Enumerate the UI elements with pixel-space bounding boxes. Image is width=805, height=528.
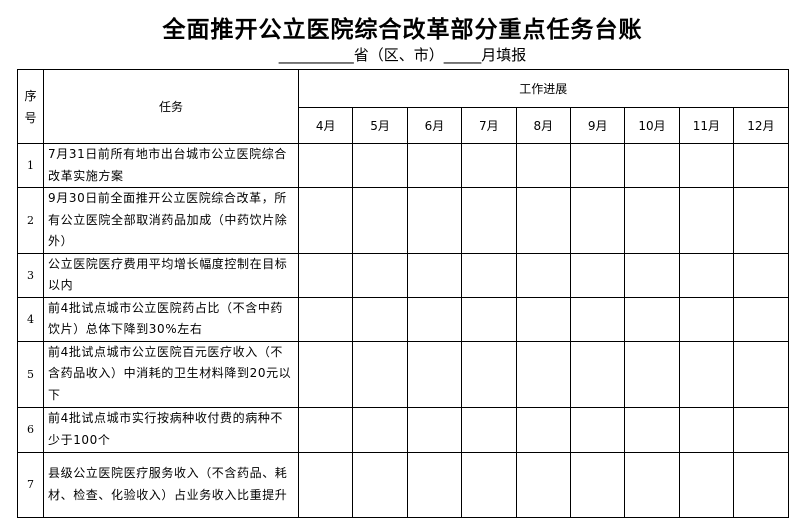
progress-cell[interactable]: [569, 296, 626, 342]
progress-cell[interactable]: [678, 406, 735, 453]
task-text: 前4批试点城市公立医院药占比（不含中药饮片）总体下降到30%左右: [43, 296, 299, 342]
header-no: 序号: [17, 69, 44, 144]
progress-cell[interactable]: [406, 340, 463, 408]
table-row: 5 前4批试点城市公立医院百元医疗收入（不含药品收入）中消耗的卫生材料降到20元以…: [17, 340, 789, 408]
progress-cell[interactable]: [297, 187, 354, 254]
progress-cell[interactable]: [461, 252, 517, 298]
progress-cell[interactable]: [461, 406, 517, 453]
progress-cell[interactable]: [461, 296, 517, 342]
header-month: 9月: [569, 107, 626, 144]
progress-cell[interactable]: [461, 340, 517, 408]
progress-cell[interactable]: [569, 451, 626, 518]
table-row: 7 县级公立医院医疗服务收入（不含药品、耗材、检查、化验收入）占业务收入比重提升: [17, 451, 789, 518]
progress-cell[interactable]: [461, 143, 517, 188]
header-month: 11月: [678, 107, 735, 144]
progress-cell[interactable]: [569, 187, 626, 254]
progress-cell[interactable]: [678, 252, 735, 298]
progress-cell[interactable]: [678, 451, 735, 518]
header-month: 8月: [515, 107, 571, 144]
progress-cell[interactable]: [569, 406, 626, 453]
progress-cell[interactable]: [624, 451, 680, 518]
progress-cell[interactable]: [515, 143, 571, 188]
progress-cell[interactable]: [624, 406, 680, 453]
header-month: 6月: [406, 107, 463, 144]
row-number: 6: [17, 406, 44, 453]
progress-cell[interactable]: [352, 252, 408, 298]
document-title: 全面推开公立医院综合改革部分重点任务台账: [162, 17, 643, 43]
table-row: 3 公立医院医疗费用平均增长幅度控制在目标以内: [17, 252, 789, 298]
progress-cell[interactable]: [352, 296, 408, 342]
header-month: 7月: [461, 107, 517, 144]
progress-cell[interactable]: [569, 340, 626, 408]
progress-cell[interactable]: [624, 143, 680, 188]
progress-cell[interactable]: [678, 340, 735, 408]
progress-cell[interactable]: [733, 187, 789, 254]
progress-cell[interactable]: [624, 187, 680, 254]
row-number: 3: [17, 252, 44, 298]
progress-cell[interactable]: [515, 451, 571, 518]
progress-cell[interactable]: [352, 340, 408, 408]
progress-cell[interactable]: [461, 187, 517, 254]
progress-cell[interactable]: [297, 406, 354, 453]
table-row: 4 前4批试点城市公立医院药占比（不含中药饮片）总体下降到30%左右: [17, 296, 789, 342]
row-number: 4: [17, 296, 44, 342]
progress-cell[interactable]: [297, 340, 354, 408]
header-month: 10月: [624, 107, 680, 144]
progress-cell[interactable]: [406, 143, 463, 188]
progress-cell[interactable]: [406, 451, 463, 518]
task-text: 前4批试点城市公立医院百元医疗收入（不含药品收入）中消耗的卫生材料降到20元以下: [43, 340, 299, 408]
table-row: 2 9月30日前全面推开公立医院综合改革，所有公立医院全部取消药品加成（中药饮片除…: [17, 187, 789, 254]
progress-cell[interactable]: [515, 406, 571, 453]
header-month: 5月: [352, 107, 408, 144]
progress-cell[interactable]: [678, 296, 735, 342]
progress-cell[interactable]: [406, 406, 463, 453]
progress-cell[interactable]: [733, 252, 789, 298]
row-number: 7: [17, 451, 44, 518]
progress-cell[interactable]: [515, 187, 571, 254]
progress-cell[interactable]: [352, 406, 408, 453]
progress-cell[interactable]: [515, 340, 571, 408]
progress-cell[interactable]: [733, 143, 789, 188]
table-row: 1 7月31日前所有地市出台城市公立医院综合改革实施方案: [17, 143, 789, 188]
progress-cell[interactable]: [352, 187, 408, 254]
document-subtitle: __________省（区、市）_____月填报: [278, 46, 527, 64]
progress-cell[interactable]: [733, 296, 789, 342]
header-month: 4月: [297, 107, 354, 144]
task-text: 7月31日前所有地市出台城市公立医院综合改革实施方案: [43, 143, 299, 188]
progress-cell[interactable]: [733, 406, 789, 453]
progress-cell[interactable]: [515, 296, 571, 342]
progress-cell[interactable]: [678, 187, 735, 254]
progress-cell[interactable]: [569, 252, 626, 298]
progress-cell[interactable]: [297, 252, 354, 298]
progress-cell[interactable]: [733, 451, 789, 518]
progress-cell[interactable]: [733, 340, 789, 408]
header-progress: 工作进展: [298, 69, 789, 108]
progress-cell[interactable]: [297, 143, 354, 188]
table-row: 6 前4批试点城市实行按病种收付费的病种不少于100个: [17, 406, 789, 453]
progress-cell[interactable]: [297, 296, 354, 342]
header-task: 任务: [43, 69, 299, 144]
task-text: 公立医院医疗费用平均增长幅度控制在目标以内: [43, 252, 299, 298]
task-text: 前4批试点城市实行按病种收付费的病种不少于100个: [43, 406, 299, 453]
row-number: 5: [17, 340, 44, 408]
progress-cell[interactable]: [406, 296, 463, 342]
task-ledger-table: 序号 任务 工作进展 4月 5月 6月 7月 8月 9月 10月 11月 12月 1 7月31日前…: [17, 69, 789, 518]
progress-cell[interactable]: [515, 252, 571, 298]
progress-cell[interactable]: [624, 252, 680, 298]
row-number: 2: [17, 187, 44, 254]
progress-cell[interactable]: [406, 252, 463, 298]
progress-cell[interactable]: [352, 451, 408, 518]
progress-cell[interactable]: [461, 451, 517, 518]
progress-cell[interactable]: [678, 143, 735, 188]
row-number: 1: [17, 143, 44, 188]
progress-cell[interactable]: [569, 143, 626, 188]
header-month: 12月: [733, 107, 789, 144]
progress-cell[interactable]: [624, 296, 680, 342]
task-text: 县级公立医院医疗服务收入（不含药品、耗材、检查、化验收入）占业务收入比重提升: [43, 451, 299, 518]
task-text: 9月30日前全面推开公立医院综合改革，所有公立医院全部取消药品加成（中药饮片除外…: [43, 187, 299, 254]
progress-cell[interactable]: [624, 340, 680, 408]
progress-cell[interactable]: [352, 143, 408, 188]
progress-cell[interactable]: [406, 187, 463, 254]
progress-cell[interactable]: [297, 451, 354, 518]
